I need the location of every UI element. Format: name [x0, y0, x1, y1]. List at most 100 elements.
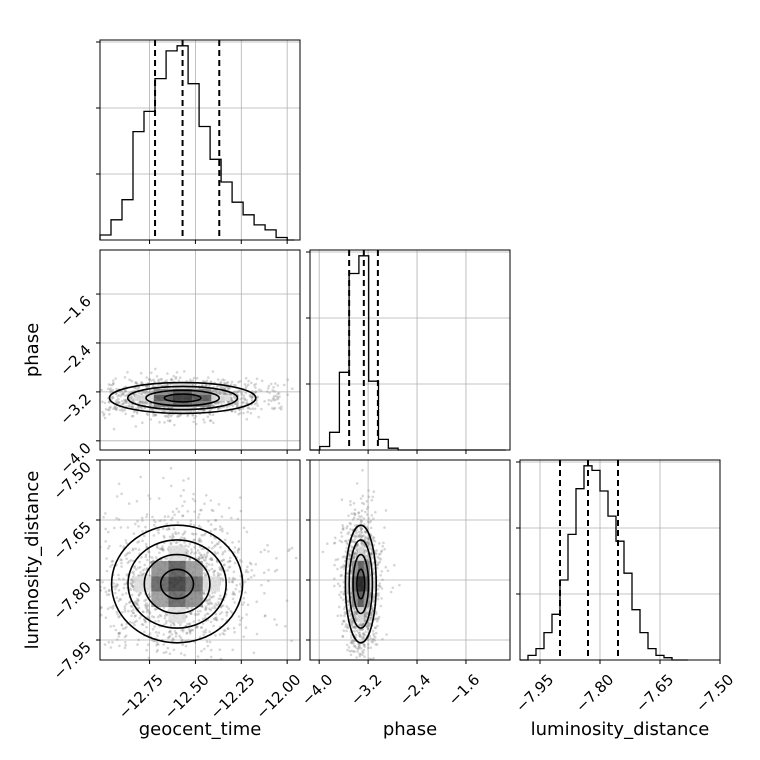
sample-point: [147, 634, 150, 637]
sample-point: [132, 608, 135, 611]
sample-point: [182, 536, 186, 540]
sample-point: [207, 670, 210, 673]
sample-point: [134, 381, 138, 384]
sample-point: [232, 592, 236, 595]
sample-point: [173, 624, 176, 627]
sample-point: [154, 413, 157, 417]
sample-point: [221, 551, 225, 554]
sample-point: [376, 563, 380, 566]
sample-point: [216, 378, 220, 381]
sample-point: [230, 410, 234, 413]
sample-point: [144, 390, 148, 394]
sample-point: [369, 457, 372, 460]
sample-point: [367, 542, 371, 545]
sample-point: [349, 614, 353, 618]
sample-point: [353, 552, 356, 556]
sample-point: [116, 400, 120, 404]
sample-point: [196, 549, 200, 552]
sample-point: [369, 546, 372, 549]
sample-point: [369, 552, 373, 555]
sample-point: [375, 643, 379, 646]
sample-point: [172, 622, 176, 625]
sample-point: [380, 549, 384, 553]
sample-point: [352, 639, 356, 643]
sample-point: [374, 617, 377, 621]
sample-point: [167, 415, 170, 419]
sample-point: [273, 570, 277, 573]
sample-point: [124, 390, 128, 393]
sample-point: [364, 611, 367, 615]
sample-point: [209, 413, 212, 416]
sample-point: [356, 650, 359, 653]
sample-point: [157, 380, 160, 383]
sample-point: [135, 602, 138, 606]
sample-point: [135, 382, 138, 385]
sample-point: [208, 602, 211, 605]
sample-point: [108, 544, 111, 548]
sample-point: [365, 612, 368, 616]
sample-point: [73, 385, 76, 388]
sample-point: [284, 625, 287, 628]
sample-point: [131, 405, 134, 409]
sample-point: [93, 395, 96, 398]
sample-point: [208, 409, 212, 412]
sample-point: [189, 378, 192, 382]
sample-point: [107, 547, 110, 550]
sample-point: [125, 602, 128, 606]
sample-point: [110, 390, 113, 393]
sample-point: [130, 405, 133, 409]
sample-point: [162, 548, 165, 551]
sample-point: [360, 541, 364, 545]
sample-point: [341, 635, 345, 638]
sample-point: [217, 392, 221, 396]
sample-point: [352, 555, 356, 558]
sample-point: [241, 400, 244, 404]
sample-point: [144, 401, 147, 404]
sample-point: [192, 492, 195, 496]
sample-point: [197, 513, 201, 516]
sample-point: [277, 402, 281, 405]
sample-point: [374, 511, 377, 514]
sample-point: [152, 523, 156, 527]
sample-point: [248, 394, 252, 397]
sample-point: [348, 650, 352, 653]
sample-point: [259, 550, 263, 554]
sample-point: [230, 380, 234, 384]
sample-point: [220, 401, 223, 405]
sample-point: [347, 557, 351, 560]
sample-point: [187, 639, 190, 642]
sample-point: [137, 593, 141, 596]
sample-point: [146, 643, 150, 646]
sample-point: [127, 502, 131, 505]
sample-point: [183, 370, 186, 373]
sample-point: [364, 618, 368, 621]
sample-point: [146, 391, 150, 394]
sample-point: [346, 572, 349, 575]
sample-point: [158, 547, 162, 550]
sample-point: [217, 597, 221, 601]
sample-point: [245, 418, 249, 421]
sample-point: [150, 556, 154, 559]
sample-point: [89, 504, 92, 507]
sample-point: [255, 632, 259, 636]
sample-point: [199, 508, 202, 512]
sample-point: [340, 540, 344, 544]
sample-point: [142, 390, 145, 393]
sample-point: [222, 400, 226, 404]
sample-point: [208, 598, 211, 602]
sample-point: [165, 379, 168, 382]
sample-point: [219, 597, 223, 601]
sample-point: [181, 629, 185, 633]
sample-point: [144, 620, 147, 624]
sample-point: [347, 603, 350, 607]
sample-point: [341, 619, 345, 623]
sample-point: [139, 565, 142, 569]
sample-point: [138, 591, 142, 595]
sample-point: [124, 399, 127, 403]
sample-point: [358, 635, 362, 638]
sample-point: [135, 410, 139, 414]
sample-point: [190, 548, 193, 551]
sample-point: [143, 402, 146, 405]
sample-point: [93, 409, 96, 412]
sample-point: [275, 568, 279, 572]
